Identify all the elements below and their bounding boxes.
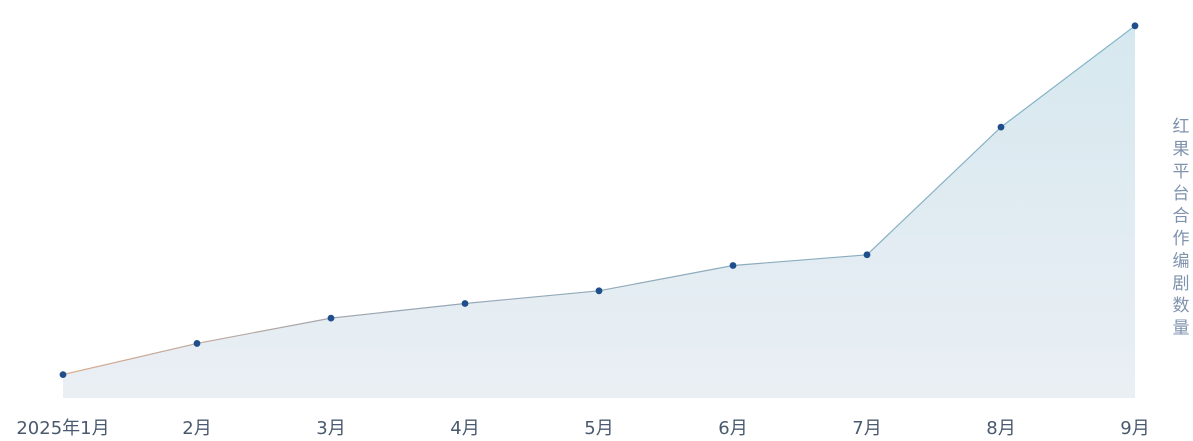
x-tick-label: 6月 [718, 418, 747, 439]
x-tick-label: 2月 [182, 418, 211, 439]
area-fill [63, 25, 1135, 399]
data-point [863, 251, 871, 259]
x-tick-label: 8月 [986, 418, 1015, 439]
data-point [1131, 22, 1139, 30]
data-point [327, 314, 335, 322]
data-point [595, 287, 603, 295]
x-tick-label: 5月 [584, 418, 613, 439]
x-axis-ticks: 2025年1月 2月 3月 4月 5月 6月 7月 8月 9月 [16, 418, 1149, 439]
data-point [997, 123, 1005, 131]
x-tick-label: 3月 [316, 418, 345, 439]
data-point [461, 300, 469, 307]
data-point [59, 371, 67, 379]
x-tick-label: 4月 [450, 418, 479, 439]
data-point [193, 340, 201, 347]
data-point [729, 262, 737, 269]
y-axis-label: 红果平台合作编剧数量 [1173, 117, 1190, 339]
x-tick-label: 7月 [852, 418, 881, 439]
data-points [59, 22, 1139, 379]
y-axis-title: 红果平台合作编剧数量 [1173, 117, 1190, 339]
x-tick-label: 2025年1月 [16, 418, 109, 439]
x-tick-label: 9月 [1120, 418, 1149, 439]
